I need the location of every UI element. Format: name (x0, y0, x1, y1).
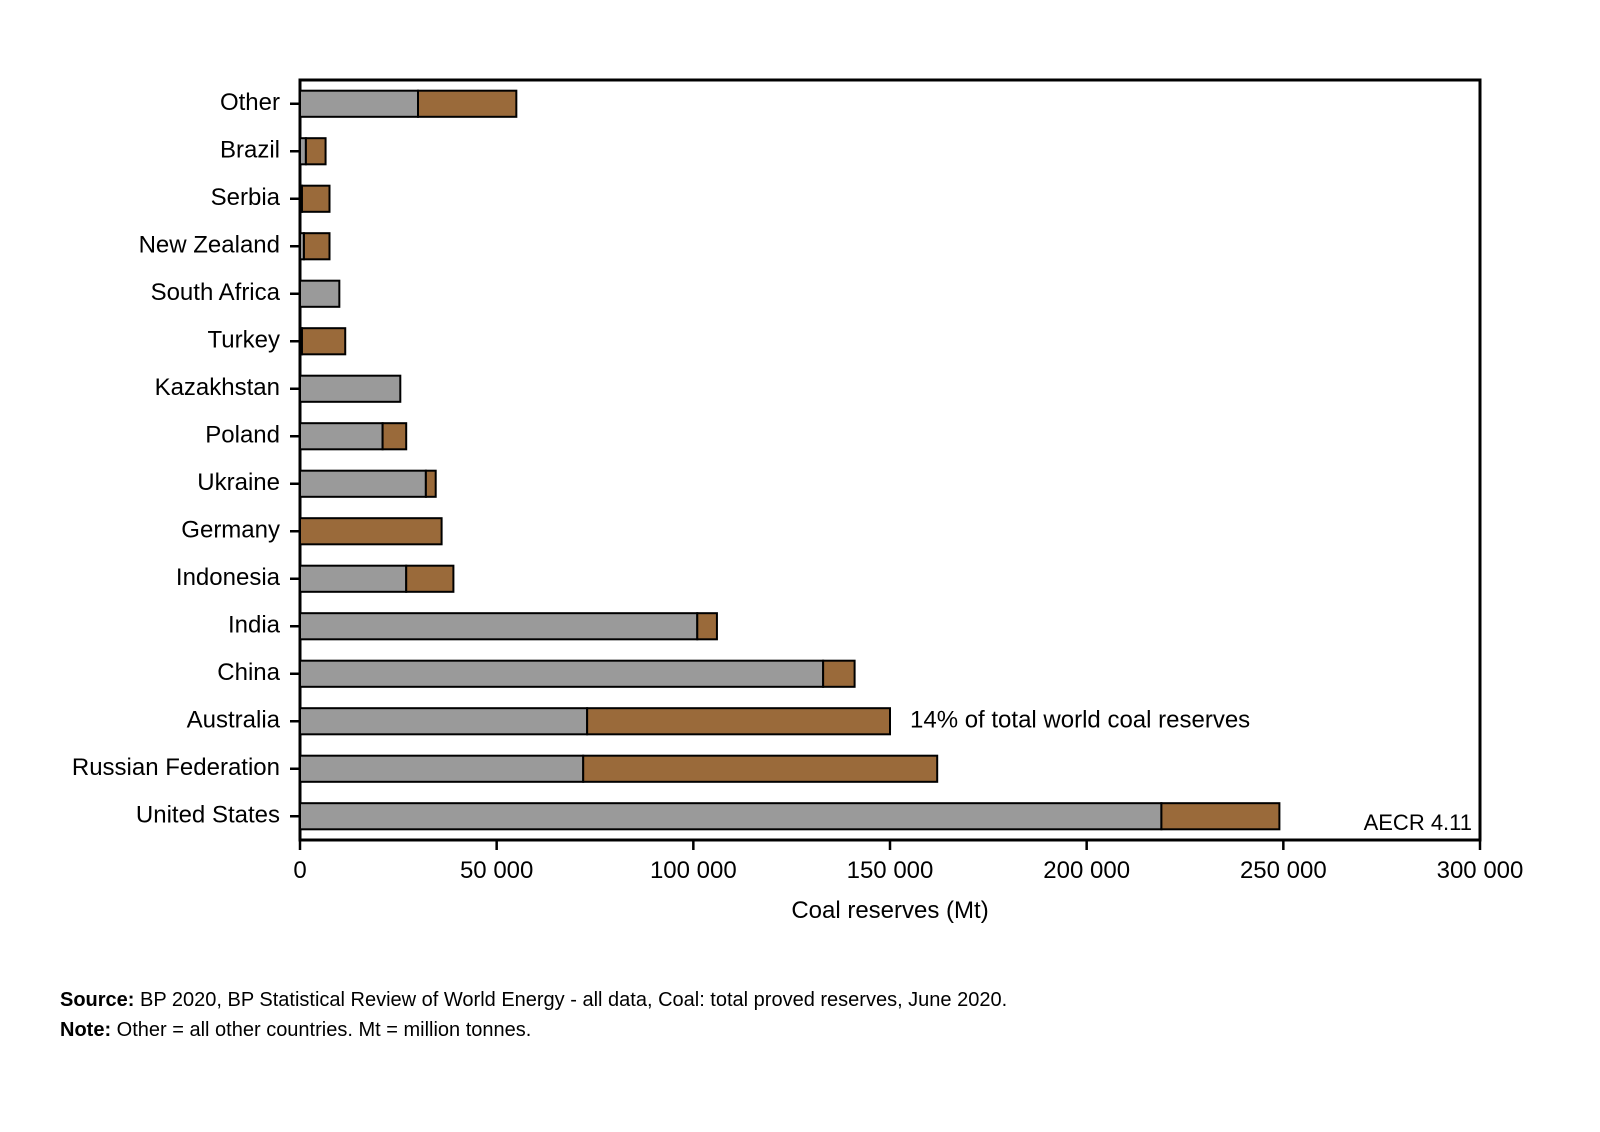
page-root: Other Brazil Serbia New Zealand South Africa… (0, 0, 1600, 1132)
chart-svg: Other Brazil Serbia New Zealand South Africa… (60, 40, 1540, 940)
note-line: Note: Other = all other countries. Mt = … (60, 1015, 1540, 1045)
svg-text:New Zealand: New Zealand (139, 232, 280, 259)
svg-text:Australia: Australia (187, 707, 281, 734)
coal-reserves-chart: Other Brazil Serbia New Zealand South Africa… (60, 40, 1540, 945)
svg-text:Ukraine: Ukraine (197, 469, 280, 496)
svg-text:Kazakhstan: Kazakhstan (155, 374, 280, 401)
svg-text:300 000: 300 000 (1437, 857, 1524, 884)
source-label: Source: (60, 989, 134, 1011)
svg-text:250 000: 250 000 (1240, 857, 1327, 884)
svg-text:India: India (228, 612, 281, 639)
footer-notes: Source: BP 2020, BP Statistical Review o… (60, 985, 1540, 1045)
svg-text:Germany: Germany (181, 517, 280, 544)
svg-text:Russian Federation: Russian Federation (72, 754, 280, 781)
source-text: BP 2020, BP Statistical Review of World … (134, 989, 1007, 1011)
svg-text:Turkey: Turkey (208, 327, 280, 354)
svg-text:14% of total world coal reserv: 14% of total world coal reserves (910, 707, 1250, 734)
note-label: Note: (60, 1019, 111, 1041)
svg-text:50 000: 50 000 (460, 857, 533, 884)
svg-text:Brazil: Brazil (220, 137, 280, 164)
source-line: Source: BP 2020, BP Statistical Review o… (60, 985, 1540, 1015)
svg-text:Indonesia: Indonesia (176, 564, 281, 591)
svg-text:Coal reserves (Mt): Coal reserves (Mt) (791, 897, 988, 924)
svg-text:United States: United States (136, 802, 280, 829)
note-text: Other = all other countries. Mt = millio… (111, 1019, 531, 1041)
svg-text:0: 0 (293, 857, 306, 884)
svg-text:South Africa: South Africa (151, 279, 281, 306)
svg-text:China: China (217, 659, 280, 686)
svg-text:Poland: Poland (205, 422, 280, 449)
svg-text:AECR 4.11: AECR 4.11 (1364, 810, 1472, 835)
svg-text:Other: Other (220, 89, 280, 116)
svg-text:200 000: 200 000 (1043, 857, 1130, 884)
svg-text:Serbia: Serbia (211, 184, 281, 211)
svg-text:150 000: 150 000 (847, 857, 934, 884)
svg-text:100 000: 100 000 (650, 857, 737, 884)
